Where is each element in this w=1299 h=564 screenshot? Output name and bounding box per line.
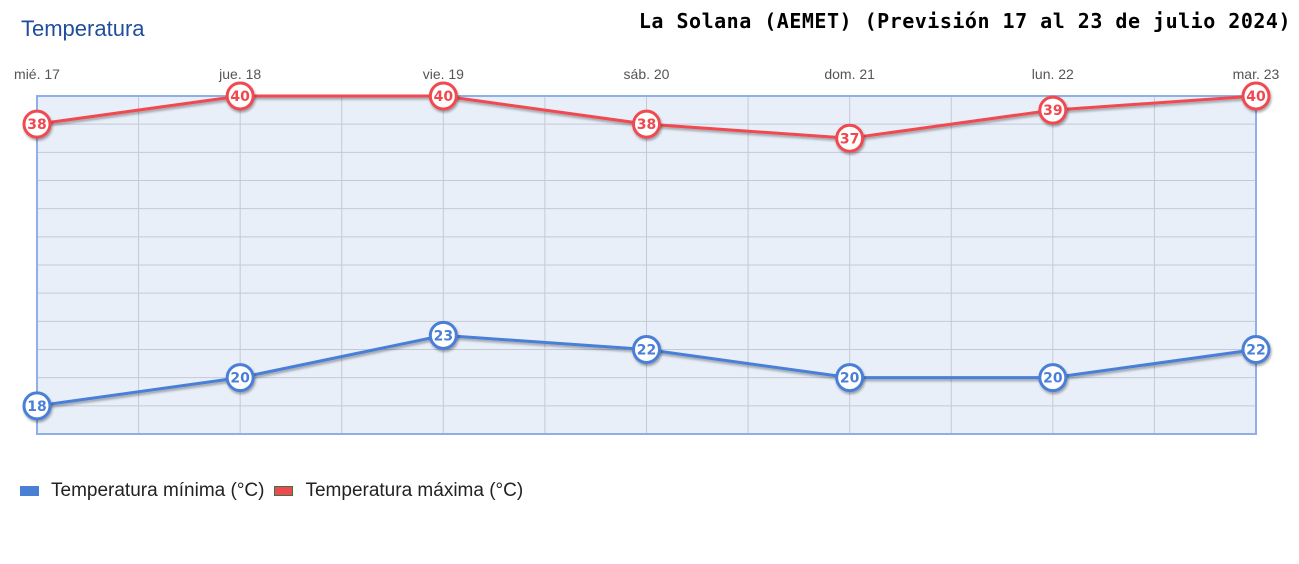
x-tick-label: jue. 18 bbox=[218, 66, 261, 82]
data-label: 40 bbox=[1246, 89, 1266, 105]
data-point: 39 bbox=[1038, 95, 1068, 125]
legend-item-max[interactable]: Temperatura máxima (°C) bbox=[274, 480, 523, 502]
x-tick-label: sáb. 20 bbox=[624, 66, 670, 82]
data-label: 18 bbox=[27, 399, 46, 415]
data-label: 23 bbox=[434, 328, 453, 344]
data-point: 22 bbox=[1241, 335, 1271, 364]
point-marker bbox=[22, 109, 52, 139]
data-point: 40 bbox=[1241, 81, 1271, 111]
point-marker bbox=[1241, 335, 1271, 364]
x-tick-label: dom. 21 bbox=[824, 66, 875, 82]
data-point: 40 bbox=[428, 81, 458, 111]
legend-item-min[interactable]: Temperatura mínima (°C) bbox=[20, 480, 264, 502]
data-label: 22 bbox=[1246, 343, 1265, 359]
point-marker bbox=[632, 335, 661, 364]
data-label: 20 bbox=[1043, 371, 1063, 387]
data-label: 38 bbox=[637, 117, 656, 133]
legend-swatch-min bbox=[20, 486, 39, 496]
data-point: 37 bbox=[835, 123, 865, 153]
point-marker bbox=[835, 123, 865, 153]
data-label: 20 bbox=[840, 371, 860, 387]
data-point: 38 bbox=[22, 109, 52, 139]
plot-border bbox=[36, 95, 1257, 435]
x-tick-label: mié. 17 bbox=[14, 66, 60, 82]
chart-subtitle: La Solana (AEMET) (Previsión 17 al 23 de… bbox=[638, 9, 1291, 33]
data-label: 38 bbox=[27, 117, 46, 133]
x-tick-label: lun. 22 bbox=[1032, 66, 1074, 82]
point-marker bbox=[1038, 95, 1068, 125]
data-point: 22 bbox=[632, 335, 661, 364]
data-label: 20 bbox=[230, 371, 250, 387]
point-marker bbox=[225, 81, 255, 111]
legend: Temperatura mínima (°C) Temperatura máxi… bbox=[20, 480, 533, 502]
chart-title: Temperatura bbox=[21, 16, 145, 41]
data-point: 40 bbox=[225, 81, 255, 111]
data-point: 18 bbox=[22, 391, 52, 421]
data-label: 40 bbox=[434, 89, 454, 105]
data-point: 20 bbox=[835, 363, 865, 393]
data-point: 38 bbox=[632, 109, 661, 139]
point-marker bbox=[1241, 81, 1271, 111]
legend-label-max: Temperatura máxima (°C) bbox=[305, 480, 524, 501]
line-chart: mié. 17 jue. 18 vie. 19 sáb. 20 dom. 21 lun. … bbox=[14, 66, 1280, 435]
x-tick-label: mar. 23 bbox=[1233, 66, 1280, 82]
data-label: 40 bbox=[230, 89, 250, 105]
data-point: 20 bbox=[225, 363, 255, 393]
legend-swatch-max bbox=[274, 486, 294, 496]
data-point: 20 bbox=[1038, 363, 1068, 393]
point-marker bbox=[632, 109, 661, 139]
point-marker bbox=[428, 81, 458, 111]
data-label: 37 bbox=[840, 131, 859, 147]
data-point: 23 bbox=[428, 320, 458, 350]
point-marker bbox=[835, 363, 865, 393]
point-marker bbox=[225, 363, 255, 393]
x-tick-label: vie. 19 bbox=[423, 66, 464, 82]
data-label: 39 bbox=[1043, 103, 1062, 119]
point-marker bbox=[1038, 363, 1068, 393]
data-label: 22 bbox=[637, 343, 656, 359]
point-marker bbox=[22, 391, 52, 421]
point-marker bbox=[428, 320, 458, 350]
legend-label-min: Temperatura mínima (°C) bbox=[51, 480, 265, 501]
